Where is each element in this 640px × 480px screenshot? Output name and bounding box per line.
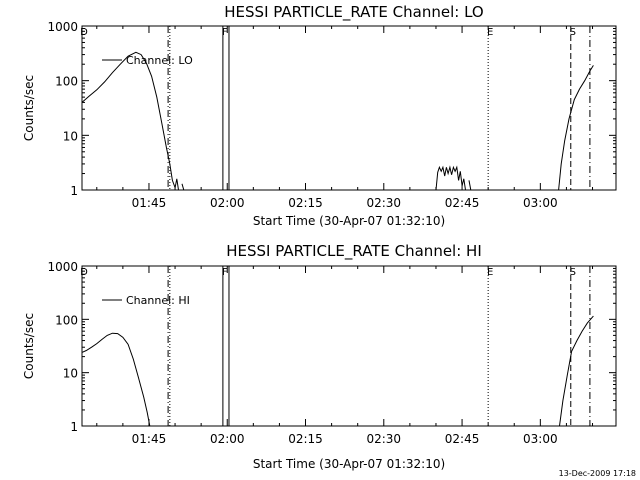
legend-label: Channel: HI [126,294,190,307]
x-axis-label: Start Time (30-Apr-07 01:32:10) [253,214,445,228]
plot-frame [81,25,617,191]
y-axis-label: Counts/sec [22,313,36,379]
series-line [468,180,472,191]
legend-label: Channel: LO [126,54,193,67]
y-tick-label: 10 [63,129,78,143]
event-marker-label: F [222,27,228,38]
x-tick-label: 02:30 [366,196,401,210]
x-tick-label: 03:00 [523,432,558,446]
series-line [81,51,179,191]
y-tick-label: 1 [70,420,78,434]
series-line [81,332,151,427]
y-tick-label: 100 [55,313,78,327]
x-tick-label: 02:45 [445,432,480,446]
chart-title: HESSI PARTICLE_RATE Channel: LO [224,3,483,22]
x-tick-label: 01:45 [132,196,167,210]
y-tick-label: 1 [70,184,78,198]
x-tick-label: 02:00 [210,432,245,446]
chart-title: HESSI PARTICLE_RATE Channel: HI [226,242,482,261]
x-tick-label: 03:00 [523,196,558,210]
plot-frame [81,265,617,427]
y-tick-label: 100 [55,75,78,89]
series-line [435,165,466,191]
event-marker-label: F [222,267,228,278]
x-tick-label: 02:30 [366,432,401,446]
y-tick-label: 1000 [47,260,78,274]
y-tick-label: 10 [63,367,78,381]
event-marker-label: S [570,267,576,278]
x-axis-label: Start Time (30-Apr-07 01:32:10) [253,457,445,471]
x-tick-label: 02:45 [445,196,480,210]
x-tick-label: 02:15 [288,432,323,446]
series-line [181,183,185,191]
panel-lo: HESSI PARTICLE_RATE Channel: LO Counts/s… [22,3,617,228]
event-marker-label: E [487,267,493,278]
event-marker-label: D [80,267,88,278]
series-line [558,65,594,191]
y-axis-label: Counts/sec [22,75,36,141]
plot-area: 01:45 02:00 02:15 02:30 02:45 03:00 1 10 100 1000… [47,20,617,210]
event-marker-label: E [487,27,493,38]
x-tick-label: 01:45 [132,432,167,446]
legend: Channel: LO [102,54,193,67]
date-stamp: 13-Dec-2009 17:18 [559,469,636,478]
event-marker-label: S [570,27,576,38]
event-marker-label: D [80,27,88,38]
y-tick-label: 1000 [47,20,78,34]
x-tick-label: 02:00 [210,196,245,210]
panel-hi: HESSI PARTICLE_RATE Channel: HI Counts/s… [22,242,617,471]
series-line [559,315,594,427]
plot-area: 01:45 02:00 02:15 02:30 02:45 03:00 1 10 100 1000… [47,260,617,446]
legend: Channel: HI [102,294,190,307]
x-tick-label: 02:15 [288,196,323,210]
